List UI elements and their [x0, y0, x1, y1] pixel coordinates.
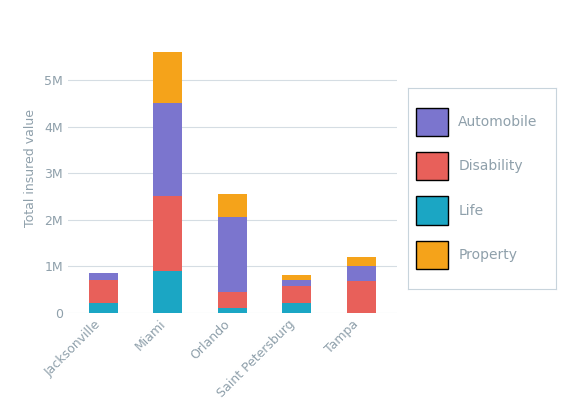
- Bar: [89, 273, 118, 280]
- Bar: [218, 308, 247, 313]
- Bar: [282, 286, 311, 304]
- Bar: [218, 194, 247, 217]
- Y-axis label: Total insured value: Total insured value: [24, 109, 37, 227]
- FancyBboxPatch shape: [416, 241, 448, 269]
- Bar: [282, 280, 311, 286]
- FancyBboxPatch shape: [416, 196, 448, 225]
- Bar: [282, 304, 311, 313]
- Text: Property: Property: [458, 248, 517, 261]
- Text: Disability: Disability: [458, 160, 523, 173]
- Bar: [218, 292, 247, 308]
- Bar: [154, 52, 183, 103]
- Bar: [347, 257, 376, 266]
- Bar: [154, 271, 183, 313]
- FancyBboxPatch shape: [416, 108, 448, 136]
- Bar: [282, 275, 311, 280]
- Bar: [347, 281, 376, 313]
- Bar: [154, 103, 183, 196]
- Text: Life: Life: [458, 204, 484, 217]
- FancyBboxPatch shape: [416, 152, 448, 180]
- Text: Automobile: Automobile: [458, 115, 538, 129]
- Bar: [347, 266, 376, 281]
- Bar: [89, 280, 118, 304]
- Bar: [154, 196, 183, 271]
- Bar: [89, 304, 118, 313]
- Bar: [218, 217, 247, 292]
